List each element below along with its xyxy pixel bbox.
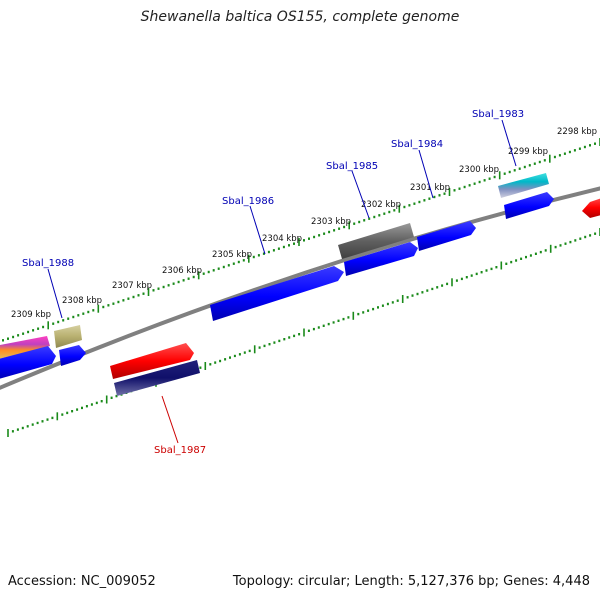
gene-label-sbal-1984[interactable]: Sbal_1984: [391, 139, 443, 150]
kbp-label: 2304 kbp: [262, 234, 302, 244]
gene-label-sbal-1987[interactable]: Sbal_1987: [154, 445, 206, 456]
gene-label-sbal-1985[interactable]: Sbal_1985: [326, 161, 378, 172]
callout-line: [351, 170, 370, 219]
gene-label-sbal-1983[interactable]: Sbal_1983: [472, 109, 524, 120]
gene-block[interactable]: [338, 223, 414, 259]
kbp-label: 2305 kbp: [212, 250, 252, 260]
kbp-label: 2307 kbp: [112, 281, 152, 291]
kbp-label: 2303 kbp: [311, 217, 351, 227]
gene-track-reverse: [110, 343, 200, 396]
kbp-label: 2302 kbp: [361, 200, 401, 210]
gene-block[interactable]: [59, 345, 86, 366]
map-title: Shewanella baltica OS155, complete genom…: [140, 9, 460, 25]
gene-block[interactable]: [0, 346, 56, 380]
gene-block[interactable]: [582, 197, 600, 218]
callout-line: [418, 149, 434, 199]
kbp-label: 2300 kbp: [459, 165, 499, 175]
kbp-label: 2298 kbp: [557, 127, 597, 137]
callout-line: [501, 119, 517, 167]
kbp-tick-track-upper: [2, 138, 600, 342]
callout-line: [249, 205, 266, 255]
kbp-label: 2308 kbp: [62, 296, 102, 306]
kbp-tick-track-lower: [7, 228, 600, 437]
gene-block[interactable]: [417, 221, 476, 251]
gene-block[interactable]: [498, 173, 549, 198]
callout-line: [161, 395, 179, 444]
accession-text: Accession: NC_009052: [8, 574, 156, 589]
gene-block[interactable]: [504, 192, 554, 219]
kbp-label: 2299 kbp: [508, 147, 548, 157]
kbp-label: 2309 kbp: [11, 310, 51, 320]
gene-block[interactable]: [54, 325, 82, 348]
gene-block[interactable]: [210, 266, 344, 321]
callout-line: [47, 268, 63, 319]
gene-label-sbal-1986[interactable]: Sbal_1986: [222, 196, 274, 207]
genome-stats-text: Topology: circular; Length: 5,127,376 bp…: [232, 574, 590, 589]
gene-block[interactable]: [110, 343, 194, 379]
gene-callouts: [47, 119, 517, 444]
gene-block[interactable]: [114, 360, 200, 396]
gene-label-sbal-1988[interactable]: Sbal_1988: [22, 258, 74, 269]
gene-track-forward: [0, 173, 600, 380]
kbp-label: 2306 kbp: [162, 266, 202, 276]
gene-block[interactable]: [344, 242, 418, 276]
gene-block[interactable]: [0, 336, 50, 360]
